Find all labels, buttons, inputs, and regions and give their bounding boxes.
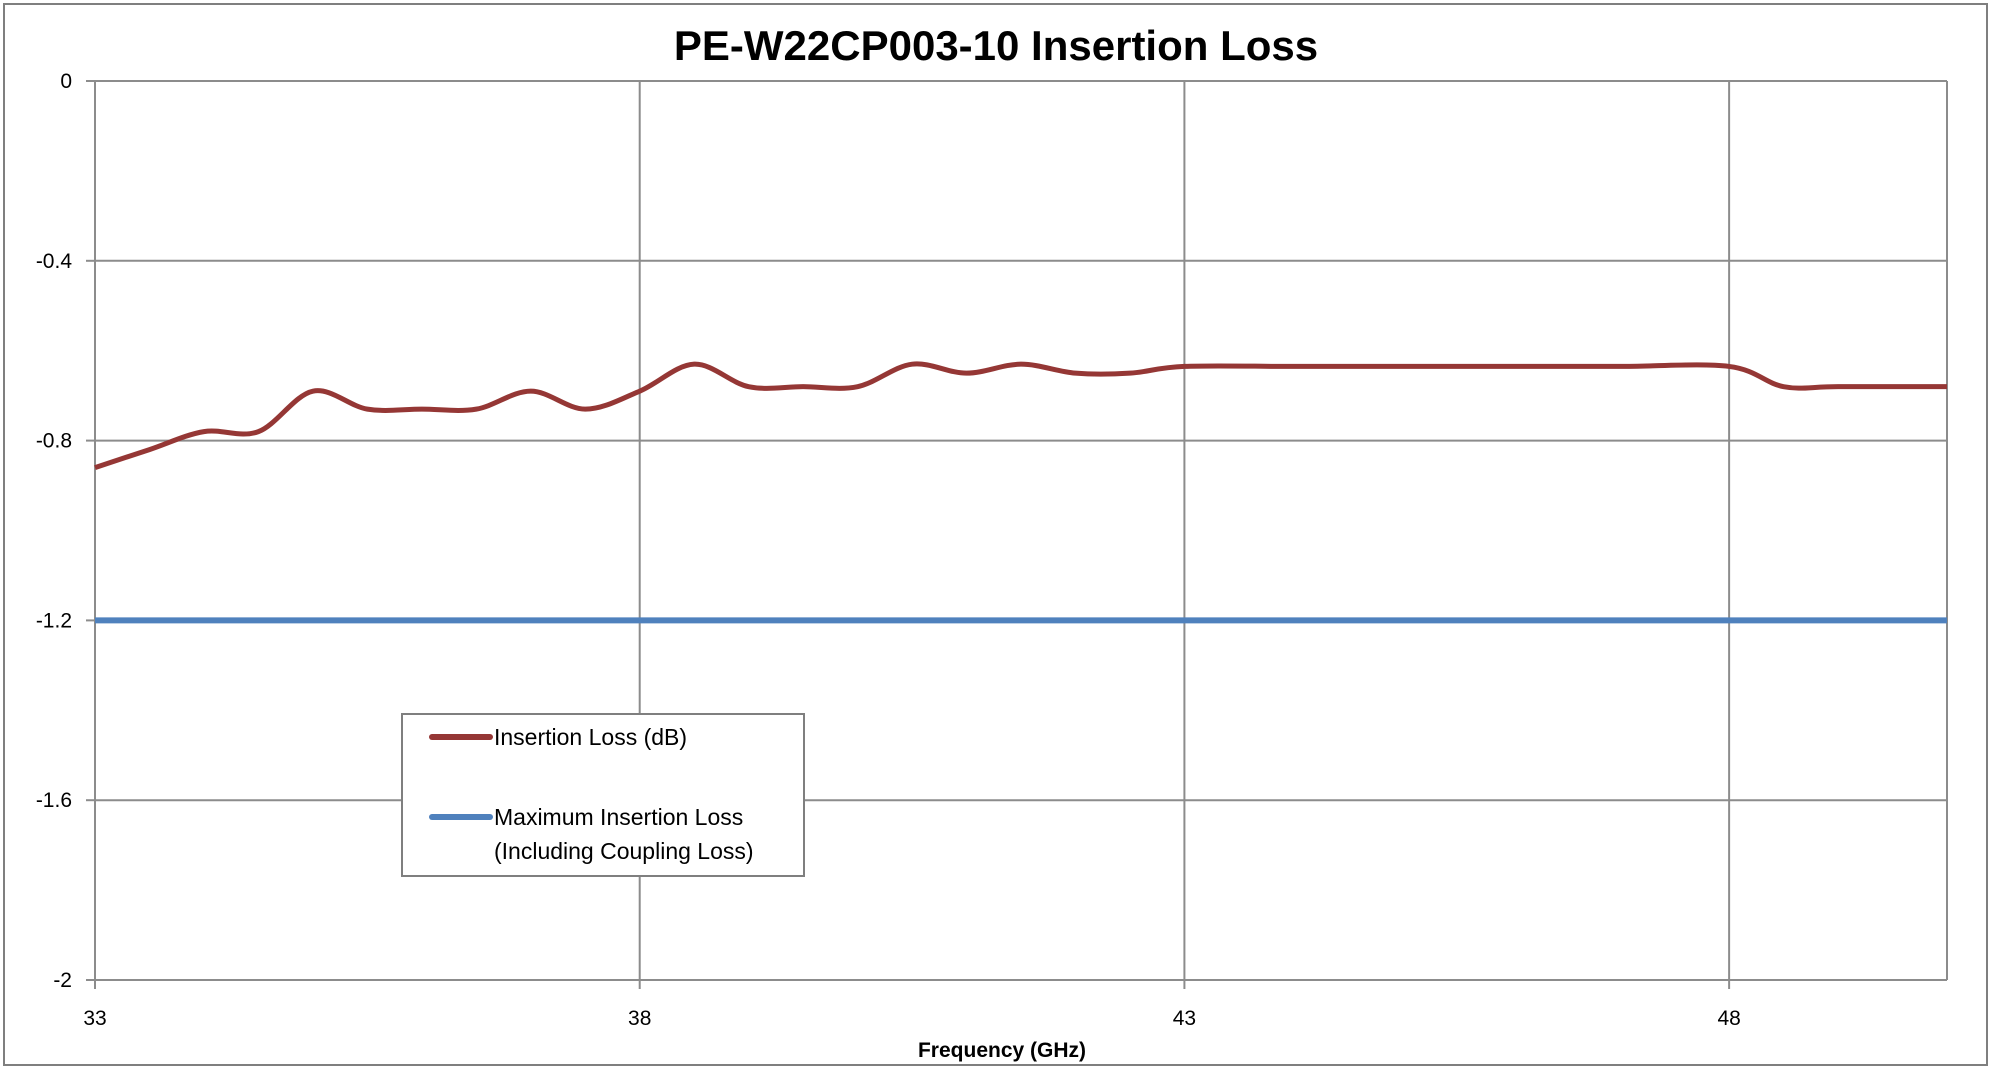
- x-tick-labels: 33 38 43 48: [83, 1007, 1740, 1030]
- legend: Insertion Loss (dB) Maximum Insertion Lo…: [401, 713, 805, 877]
- series-lines: [94, 361, 1947, 624]
- y-tick-label: -0.8: [36, 430, 72, 453]
- y-tick-labels: 0 -0.4 -0.8 -1.2 -1.6 -2: [36, 70, 73, 992]
- x-tick-label: 43: [1173, 1007, 1196, 1030]
- legend-label-max-insertion-loss-line1: Maximum Insertion Loss: [494, 804, 743, 830]
- x-axis-label: Frequency (GHz): [918, 1039, 1086, 1062]
- y-tick-label: -1.2: [36, 609, 72, 632]
- y-tick-label: -1.6: [36, 789, 72, 812]
- x-tick-label: 38: [628, 1007, 651, 1030]
- x-tick-label: 48: [1717, 1007, 1740, 1030]
- chart-title: PE-W22CP003-10 Insertion Loss: [674, 22, 1318, 69]
- y-tick-label: -2: [53, 969, 72, 992]
- y-tick-label: -0.4: [36, 250, 73, 273]
- series-line-insertion-loss: [94, 361, 1947, 470]
- legend-label-insertion-loss: Insertion Loss (dB): [494, 724, 687, 750]
- grid-lines: [94, 80, 1947, 981]
- chart-frame: [3, 3, 1988, 1066]
- y-tick-label: 0: [60, 70, 72, 93]
- legend-box: [401, 713, 805, 877]
- x-tick-label: 33: [83, 1007, 106, 1030]
- legend-label-max-insertion-loss-line2: (Including Coupling Loss): [494, 838, 754, 864]
- axes: [86, 80, 1948, 989]
